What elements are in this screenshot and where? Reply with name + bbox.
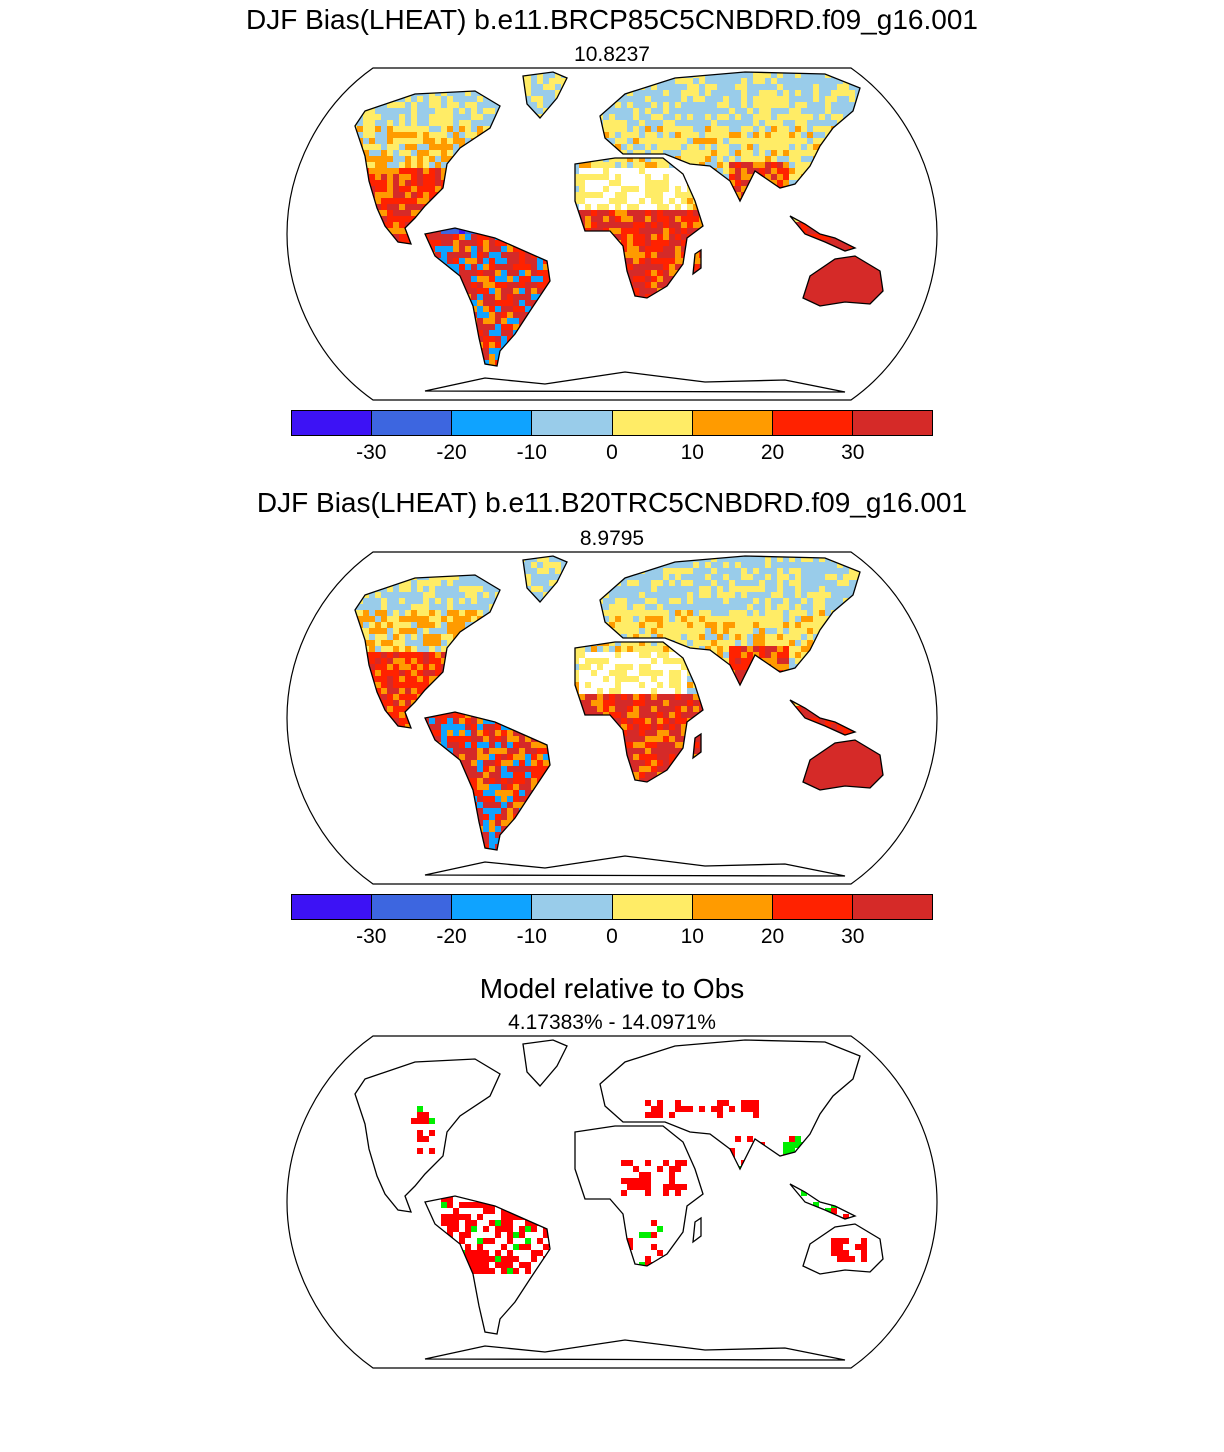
coastline-madagascar bbox=[692, 1216, 702, 1244]
panel3-title: Model relative to Obs bbox=[479, 973, 745, 1004]
colorbar-1 bbox=[291, 410, 933, 436]
colorbar-swatch bbox=[372, 411, 453, 435]
coastline-na bbox=[354, 574, 501, 729]
colorbar-swatch bbox=[772, 895, 853, 919]
colorbar-tick-label: 30 bbox=[841, 441, 865, 464]
coastline-africa bbox=[574, 641, 704, 783]
coastline-madagascar bbox=[692, 732, 702, 760]
colorbar-tick-label: -30 bbox=[356, 925, 387, 948]
panel1-subtitle: 10.8237 bbox=[574, 43, 650, 66]
colorbar-2-ticks: -30 -20 -10 0 10 20 30 bbox=[291, 925, 933, 949]
colorbar-swatch bbox=[532, 895, 613, 919]
coastline-greenland bbox=[522, 1039, 568, 1087]
coastline-na bbox=[354, 1058, 501, 1213]
colorbar-swatch bbox=[852, 411, 932, 435]
coastline-sa bbox=[424, 1195, 551, 1335]
coastline-greenland bbox=[522, 555, 568, 603]
colorbar-tick-label: -20 bbox=[436, 441, 467, 464]
coastline-australia bbox=[802, 255, 884, 307]
colorbar-2 bbox=[291, 894, 933, 920]
colorbar-swatch bbox=[612, 895, 693, 919]
coastline-eurasia bbox=[599, 71, 861, 203]
map-frame bbox=[286, 1035, 938, 1369]
colorbar-tick-label: 10 bbox=[680, 925, 704, 948]
colorbar-tick-label: 0 bbox=[606, 441, 618, 464]
colorbar-tick-label: 20 bbox=[760, 441, 785, 464]
coastline-australia bbox=[802, 1223, 884, 1275]
colorbar-tick-label: -10 bbox=[516, 441, 547, 464]
colorbar-tick-label: 0 bbox=[606, 925, 618, 948]
coastline-indonesia bbox=[789, 1183, 857, 1220]
panel3-subtitle: 4.17383% - 14.0971% bbox=[508, 1011, 716, 1034]
colorbar-tick-label: 20 bbox=[760, 925, 785, 948]
panel1-title: DJF Bias(LHEAT) b.e11.BRCP85C5CNBDRD.f09… bbox=[246, 4, 978, 35]
colorbar-swatch bbox=[612, 411, 693, 435]
coastline-africa bbox=[574, 157, 704, 299]
ratio-map bbox=[286, 1035, 938, 1369]
coastline-indonesia bbox=[789, 699, 857, 736]
coastline-australia bbox=[802, 739, 884, 791]
coastline-sa bbox=[424, 711, 551, 851]
coastline-greenland bbox=[522, 71, 568, 119]
coastline-eurasia bbox=[599, 555, 861, 687]
coastline-sa bbox=[424, 227, 551, 367]
coastline-indonesia bbox=[789, 215, 857, 252]
colorbar-swatch bbox=[692, 895, 773, 919]
bias-map-20tr bbox=[286, 551, 938, 885]
map-frame bbox=[286, 551, 938, 885]
map-frame bbox=[286, 67, 938, 401]
panel2-title: DJF Bias(LHEAT) b.e11.B20TRC5CNBDRD.f09_… bbox=[256, 487, 968, 518]
colorbar-swatch bbox=[292, 411, 373, 435]
coastline-africa bbox=[574, 1125, 704, 1267]
colorbar-tick-label: -30 bbox=[356, 441, 387, 464]
colorbar-swatch bbox=[852, 895, 932, 919]
coastline-na bbox=[354, 90, 501, 245]
colorbar-swatch bbox=[532, 411, 613, 435]
colorbar-swatch bbox=[372, 895, 453, 919]
coastline-antarctica bbox=[424, 855, 846, 877]
bias-map-rcp85 bbox=[286, 67, 938, 401]
colorbar-tick-label: -10 bbox=[516, 925, 547, 948]
coastline-madagascar bbox=[692, 248, 702, 276]
colorbar-swatch bbox=[692, 411, 773, 435]
colorbar-swatch bbox=[772, 411, 853, 435]
coastline-antarctica bbox=[424, 1339, 846, 1361]
coastline-eurasia bbox=[599, 1039, 861, 1171]
colorbar-tick-label: 30 bbox=[841, 925, 865, 948]
colorbar-swatch bbox=[452, 895, 533, 919]
colorbar-tick-label: 10 bbox=[680, 441, 704, 464]
panel2-subtitle: 8.9795 bbox=[579, 527, 645, 550]
colorbar-1-ticks: -30 -20 -10 0 10 20 30 bbox=[291, 441, 933, 465]
colorbar-swatch bbox=[452, 411, 533, 435]
colorbar-tick-label: -20 bbox=[436, 925, 467, 948]
colorbar-swatch bbox=[292, 895, 373, 919]
coastline-antarctica bbox=[424, 371, 846, 393]
